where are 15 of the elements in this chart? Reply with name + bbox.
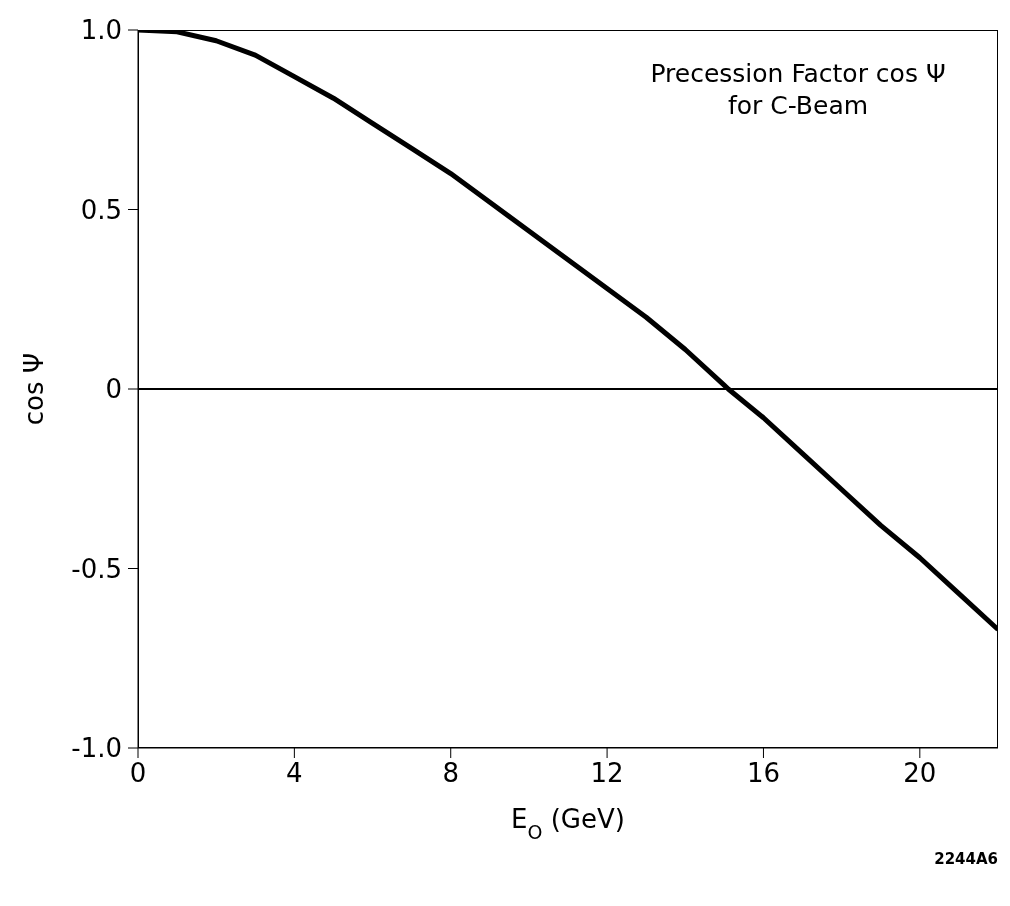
x-tick-label: 0 [129, 758, 147, 789]
x-tick-label: 20 [903, 758, 937, 789]
y-tick-label: -1.0 [71, 733, 122, 764]
y-tick-label: 0 [105, 374, 122, 405]
y-axis-title: cos Ψ [19, 352, 49, 426]
y-tick-label: 1.0 [80, 15, 122, 46]
x-tick-label: 16 [746, 758, 780, 789]
x-tick-label: 8 [442, 758, 459, 789]
x-axis-title: E$_{O}$ (GeV) [511, 804, 625, 843]
y-tick-label: 0.5 [80, 194, 122, 225]
annotation: Precession Factor cos Ψ for C-Beam [649, 58, 947, 122]
x-tick-label: 4 [286, 758, 303, 789]
text: 2244A6 [934, 850, 998, 868]
y-tick-label: -0.5 [71, 553, 122, 584]
x-tick-label: 12 [590, 758, 624, 789]
